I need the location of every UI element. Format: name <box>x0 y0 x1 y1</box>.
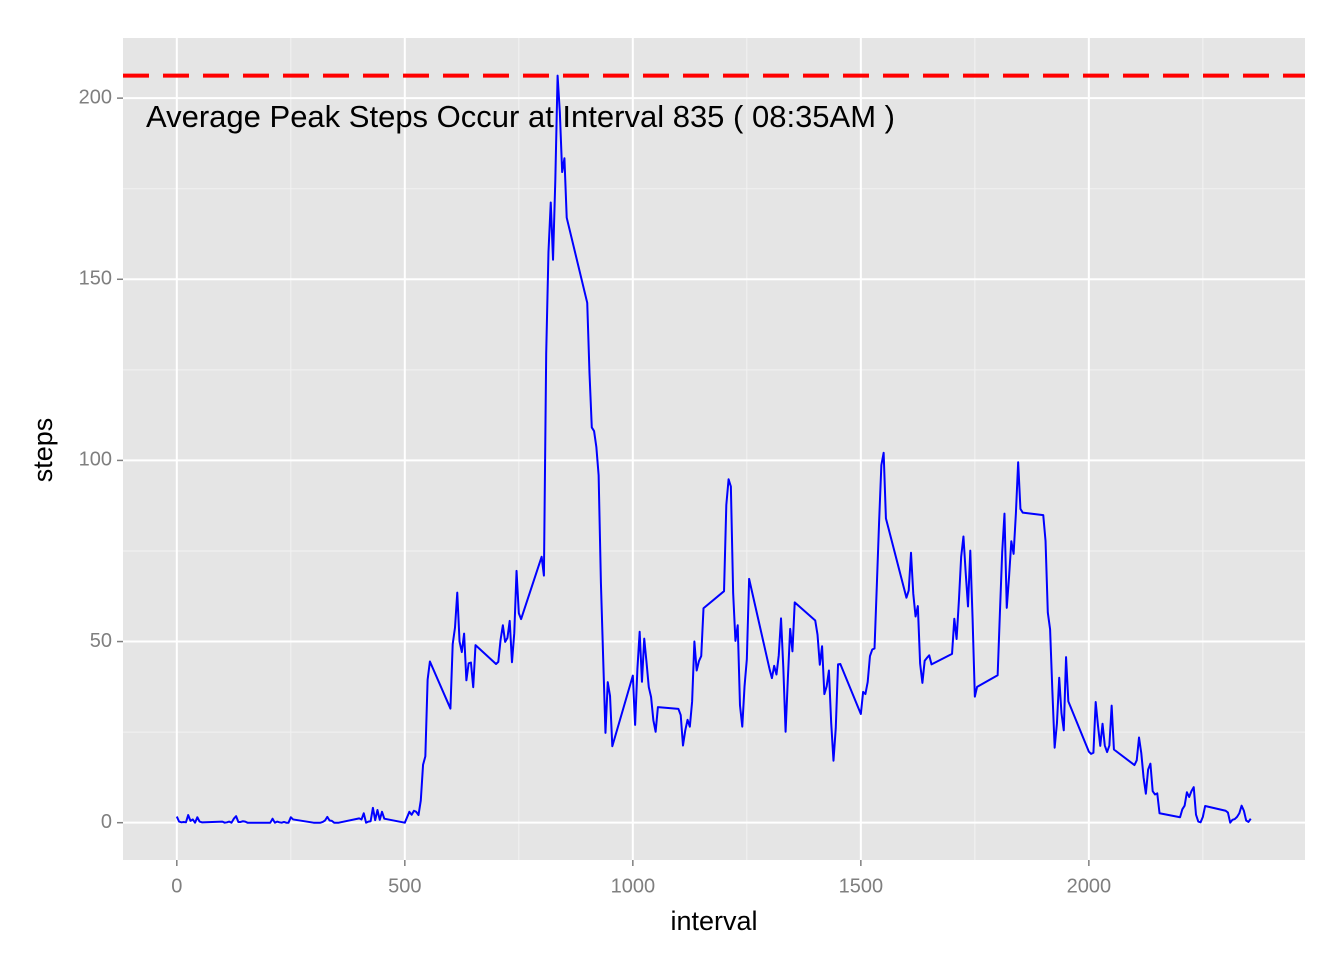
grid <box>123 38 1305 860</box>
x-tick-label: 2000 <box>1067 875 1112 897</box>
annotation: Average Peak Steps Occur at Interval 835… <box>146 99 895 134</box>
data-line <box>175 74 1252 824</box>
marks <box>123 73 1305 824</box>
y-tick-label: 0 <box>101 811 112 833</box>
x-tick-label: 500 <box>388 875 421 897</box>
x-tick-label: 0 <box>171 875 182 897</box>
y-tick-label: 150 <box>79 268 112 290</box>
y-tick-label: 100 <box>79 449 112 471</box>
y-axis-title: steps <box>28 418 58 483</box>
y-tick-label: 200 <box>79 86 112 108</box>
x-tick-label: 1000 <box>611 875 656 897</box>
y-tick-label: 50 <box>90 630 112 652</box>
panel <box>123 38 1305 860</box>
x-axis-title: interval <box>670 906 757 936</box>
x-tick-label: 1500 <box>839 875 884 897</box>
